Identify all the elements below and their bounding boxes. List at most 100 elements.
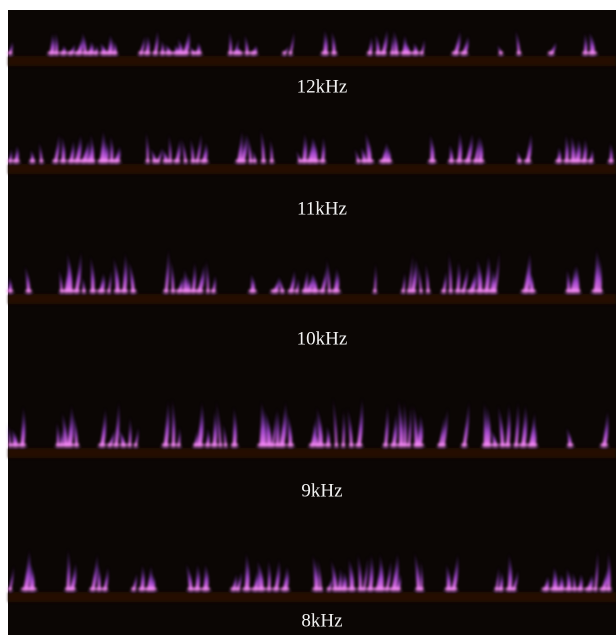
discharge-streak (486, 403, 491, 446)
discharge-streak (271, 407, 277, 446)
discharge-streak (311, 272, 318, 292)
discharge-root (547, 51, 555, 55)
discharge-streak (473, 133, 480, 162)
discharge-root (85, 51, 96, 55)
discharge-root (194, 159, 201, 163)
discharge-streak (267, 557, 271, 590)
discharge-root (419, 51, 424, 55)
discharge-root (366, 587, 375, 591)
discharge-root (607, 159, 615, 163)
discharge-root (183, 159, 188, 163)
discharge-root (441, 289, 447, 293)
discharge-streak (201, 141, 208, 162)
discharge-streak (160, 39, 165, 54)
discharge-streak (61, 134, 66, 162)
discharge-streak (438, 414, 445, 446)
discharge-root (319, 159, 326, 163)
discharge-root (127, 443, 133, 447)
discharge-streak (174, 137, 181, 162)
discharge-root (513, 443, 520, 447)
discharge-root (39, 159, 44, 163)
discharge-streak (602, 408, 609, 446)
discharge-root (18, 443, 27, 447)
discharge-root (394, 587, 402, 591)
discharge-streak (222, 421, 227, 446)
discharge-streak (379, 551, 384, 590)
discharge-streak (420, 37, 425, 54)
discharge-streak (194, 428, 198, 446)
discharge-root (230, 443, 239, 447)
discharge-root (256, 587, 267, 591)
discharge-root (12, 159, 20, 163)
discharge-streak (91, 551, 98, 590)
discharge-streak (554, 566, 559, 590)
discharge-streak (90, 131, 95, 162)
discharge-streak (76, 35, 84, 54)
discharge-streak (30, 148, 35, 162)
discharge-root (230, 587, 237, 591)
discharge-root (161, 443, 170, 447)
discharge-streak (195, 41, 201, 54)
discharge-streak (262, 406, 267, 446)
discharge-root (72, 159, 82, 163)
discharge-streak (514, 399, 519, 446)
discharge-streak (87, 40, 94, 54)
discharge-root (493, 289, 498, 293)
discharge-streak (66, 546, 71, 590)
discharge-root (308, 443, 317, 447)
discharge-streak (320, 264, 328, 292)
frequency-label: 11kHz (297, 198, 347, 219)
discharge-root (67, 51, 75, 55)
discharge-root (266, 587, 272, 591)
discharge-streak (69, 560, 77, 590)
discharge-root (59, 289, 65, 293)
discharge-streak (113, 255, 120, 292)
frequency-label: 10kHz (297, 328, 348, 349)
discharge-streak (347, 405, 353, 446)
discharge-streak (246, 133, 252, 162)
discharge-streak (8, 147, 13, 162)
discharge-root (530, 443, 538, 447)
discharge-streak (103, 565, 109, 590)
discharge-root (279, 289, 285, 293)
discharge-streak (244, 551, 250, 590)
discharge-root (269, 159, 275, 163)
discharge-streak (543, 575, 550, 590)
discharge-streak (556, 145, 562, 162)
discharge-streak (332, 394, 338, 446)
discharge-root (580, 159, 589, 163)
discharge-root (242, 587, 252, 591)
discharge-root (419, 587, 424, 591)
discharge-streak (109, 134, 114, 162)
discharge-root (89, 289, 97, 293)
discharge-root (7, 51, 13, 55)
discharge-root (111, 159, 121, 163)
electrode-strip (8, 592, 616, 602)
discharge-streak (453, 29, 461, 54)
discharge-streak (269, 137, 273, 162)
discharge-root (366, 51, 373, 55)
discharge-streak (307, 136, 315, 162)
discharge-root (425, 289, 431, 293)
discharge-root (187, 587, 195, 591)
discharge-streak (231, 572, 237, 590)
discharge-root (491, 443, 499, 447)
discharge-streak (442, 269, 447, 292)
discharge-streak (527, 265, 534, 292)
discharge-root (406, 443, 412, 447)
discharge-streak (81, 139, 90, 162)
discharge-streak (373, 261, 377, 292)
discharge-streak (156, 146, 163, 162)
discharge-root (7, 443, 13, 447)
discharge-streak (476, 256, 483, 292)
discharge-streak (81, 276, 86, 292)
discharge-root (120, 289, 129, 293)
discharge-streak (564, 132, 569, 162)
discharge-root (111, 51, 118, 55)
discharge-streak (425, 261, 430, 292)
frequency-label: 9kHz (301, 480, 342, 501)
discharge-root (566, 443, 574, 447)
discharge-streak (23, 547, 31, 590)
discharge-root (354, 443, 363, 447)
